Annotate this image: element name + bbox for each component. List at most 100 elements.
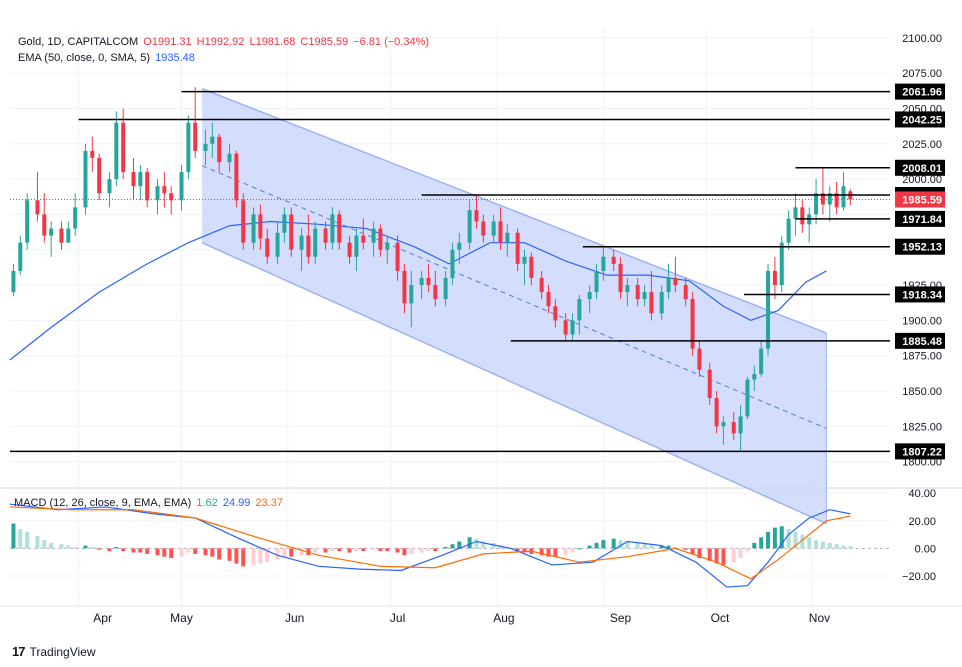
candle-body <box>738 416 743 434</box>
macd-histogram-bar <box>313 548 318 553</box>
macd-histogram-bar <box>323 548 328 553</box>
macd-histogram-bar <box>759 537 764 549</box>
macd-histogram-bar <box>385 548 390 552</box>
candle-body <box>299 235 304 250</box>
macd-histogram-bar <box>11 523 16 549</box>
macd-histogram-bar <box>649 545 654 549</box>
candle-body <box>779 242 784 286</box>
candle-body <box>361 235 366 243</box>
macd-histogram-bar <box>587 545 592 549</box>
candle-body <box>814 193 819 215</box>
macd-histogram-bar <box>97 548 102 550</box>
candle-body <box>169 193 174 201</box>
ema-value: 1935.48 <box>155 52 195 64</box>
macd-histogram-bar <box>738 548 743 559</box>
macd-histogram-bar <box>131 548 136 553</box>
candle-body <box>241 200 246 243</box>
macd-histogram-bar <box>186 548 191 553</box>
channel-lower-line <box>201 241 827 525</box>
candle-body <box>721 422 726 427</box>
candle-body <box>433 285 438 300</box>
candle-body <box>800 207 805 225</box>
level-label: 1885.48 <box>902 336 942 348</box>
candle-body <box>179 172 184 201</box>
macd-histogram-bar <box>467 537 472 549</box>
macd-histogram-bar <box>203 548 208 556</box>
candle-body <box>563 320 568 335</box>
candle-body <box>337 214 342 243</box>
macd-histogram-bar <box>659 545 664 549</box>
channel-upper-line <box>201 88 827 334</box>
macd-histogram-bar <box>169 548 174 559</box>
candle-body <box>306 235 311 257</box>
signal-line <box>9 506 851 580</box>
macd-histogram-bar <box>618 540 623 549</box>
candle-body <box>354 235 359 257</box>
macd-histogram-bar <box>697 548 702 559</box>
candle-body <box>97 157 102 194</box>
candle-body <box>683 285 688 300</box>
macd-histogram-bar <box>707 548 712 561</box>
candle-body <box>759 348 764 375</box>
candle-body <box>289 214 294 250</box>
candle-body <box>827 193 832 205</box>
level-label: 2042.25 <box>902 114 942 126</box>
macd-histogram-bar <box>107 548 112 552</box>
tradingview-footer[interactable]: 17 TradingView <box>12 644 96 659</box>
macd-legend: MACD (12, 26, close, 9, EMA, EMA) 1.62 2… <box>14 497 285 509</box>
macd-histogram-bar <box>347 548 352 553</box>
macd-histogram-bar <box>121 548 126 552</box>
candle-body <box>419 277 424 286</box>
level-label-box <box>895 238 945 255</box>
macd-histogram-bar <box>90 547 95 549</box>
macd-histogram-bar <box>625 541 630 549</box>
macd-histogram-bar <box>443 547 448 549</box>
candle-body <box>625 285 630 293</box>
macd-histogram-bar <box>179 548 184 557</box>
macd-histogram-bar <box>193 548 198 554</box>
candle-body <box>752 374 757 380</box>
macd-histogram-bar <box>498 545 503 549</box>
candle-body <box>313 228 318 257</box>
candle-body <box>59 228 64 243</box>
macd-histogram-bar <box>481 541 486 549</box>
macd-histogram-bar <box>745 548 750 552</box>
macd-axis-tick-label: 0.00 <box>915 543 936 555</box>
candle-body <box>546 292 551 307</box>
candle-body <box>697 348 702 370</box>
macd-histogram-bar <box>474 538 479 549</box>
macd-histogram-bar <box>42 540 47 549</box>
candle-body <box>203 143 208 151</box>
candle-body <box>35 200 40 215</box>
macd-histogram-bar <box>282 548 287 557</box>
macd-histogram-bar <box>731 548 736 563</box>
candle-body <box>642 292 647 300</box>
price-axis-tick-label: 1850.00 <box>902 386 942 398</box>
tradingview-logo-icon: 17 <box>12 644 26 659</box>
macd-histogram-bar <box>155 548 160 556</box>
candle-body <box>265 238 270 257</box>
macd-histogram-bar <box>354 548 359 552</box>
candle-body <box>570 320 575 335</box>
candle-body <box>772 270 777 286</box>
candle-body <box>73 207 78 229</box>
candle-body <box>450 249 455 278</box>
macd-histogram-bar <box>59 544 64 549</box>
macd-histogram-bar <box>25 531 30 549</box>
macd-histogram-bar <box>563 548 568 556</box>
macd-histogram-bar <box>258 548 263 564</box>
candle-body <box>371 228 376 243</box>
candle-body <box>766 270 771 349</box>
last-price-label-box <box>895 191 945 208</box>
candle-body <box>611 256 616 264</box>
candle-body <box>601 256 606 271</box>
macd-histogram-bar <box>570 548 575 553</box>
macd-histogram-bar <box>553 548 558 557</box>
macd-histogram-bar <box>841 545 846 549</box>
macd-histogram-bar <box>766 531 771 549</box>
candle-body <box>25 200 30 243</box>
price-legend: Gold, 1D, CAPITALCOM O1991.31 H1992.92 L… <box>18 36 431 48</box>
candle-body <box>42 214 47 236</box>
candle-body <box>251 214 256 243</box>
